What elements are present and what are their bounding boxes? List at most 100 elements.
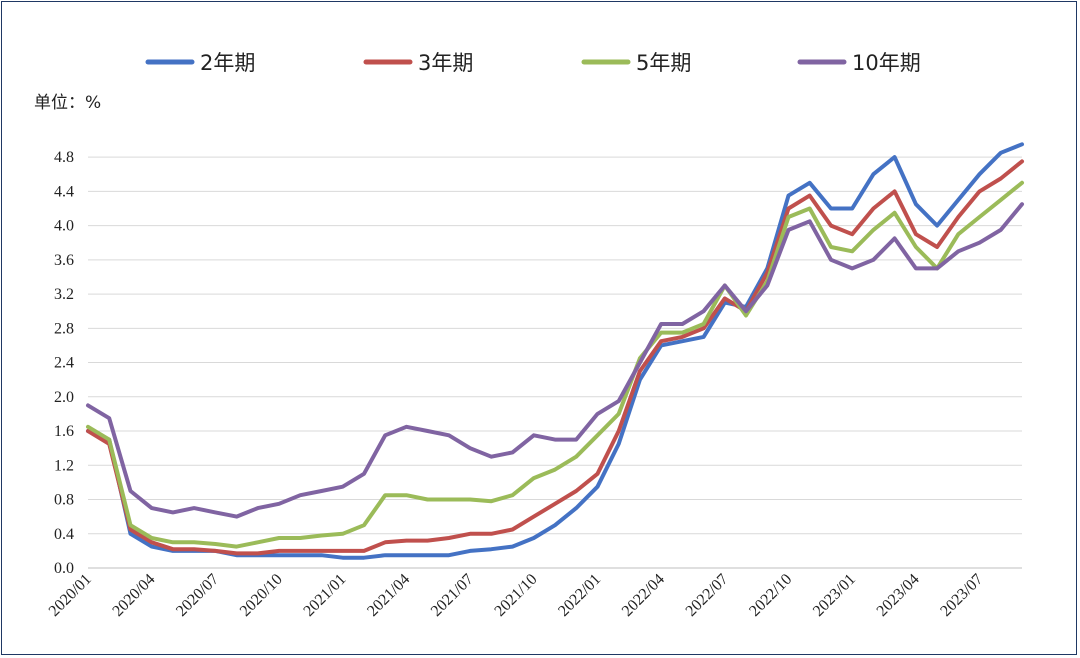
data-point — [532, 536, 536, 540]
data-point — [935, 224, 939, 228]
x-tick-label: 2020/04 — [109, 571, 158, 620]
data-point — [510, 493, 515, 497]
data-point — [489, 455, 493, 459]
data-point — [829, 224, 833, 228]
data-point — [86, 403, 90, 407]
data-point — [298, 493, 302, 497]
data-point — [319, 533, 324, 538]
data-point — [701, 322, 706, 326]
data-point — [383, 553, 387, 557]
data-point — [850, 266, 854, 270]
y-tick-label: 1.6 — [54, 423, 74, 440]
data-point — [574, 455, 578, 459]
data-point — [871, 206, 876, 211]
data-point — [723, 283, 727, 288]
data-point — [447, 536, 451, 540]
data-point — [383, 540, 387, 544]
data-point — [510, 450, 515, 455]
y-tick-label: 0.4 — [54, 526, 74, 543]
data-point — [617, 442, 621, 446]
data-point — [532, 433, 536, 437]
y-tick-label: 4.4 — [54, 183, 74, 200]
legend: 2年期 3年期 5年期 10年期 — [145, 51, 921, 75]
x-tick-label: 2021/04 — [364, 571, 413, 620]
data-point — [999, 228, 1003, 232]
data-point — [808, 181, 812, 185]
data-point — [935, 266, 939, 270]
data-point — [426, 539, 430, 543]
data-point — [638, 360, 642, 365]
data-point — [850, 232, 854, 236]
data-point — [128, 489, 133, 493]
data-point — [150, 545, 154, 549]
data-point — [595, 485, 600, 489]
x-axis-ticks: 2020/01 2020/04 2020/07 2020/10 2021/01 2021/… — [46, 571, 987, 620]
data-point — [468, 446, 472, 450]
data-point — [532, 476, 536, 480]
data-point — [680, 335, 684, 339]
data-point — [426, 497, 430, 502]
data-point — [277, 502, 281, 506]
data-point — [426, 429, 430, 433]
y-tick-label: 4.0 — [54, 218, 74, 235]
y-tick-label: 4.8 — [54, 149, 74, 166]
data-point — [553, 502, 557, 506]
data-point — [1020, 202, 1024, 206]
y-tick-label: 3.2 — [54, 286, 74, 303]
data-point — [171, 547, 175, 551]
data-point — [362, 472, 366, 476]
data-point — [956, 249, 960, 253]
data-point — [277, 553, 281, 557]
data-point — [956, 215, 960, 219]
data-point — [701, 309, 706, 313]
data-point — [362, 523, 366, 527]
data-point — [213, 542, 217, 546]
data-point — [404, 493, 409, 497]
data-point — [319, 549, 324, 553]
data-point — [447, 497, 451, 502]
unit-label: 单位：% — [34, 93, 101, 113]
data-point — [1020, 159, 1024, 163]
data-point — [362, 556, 366, 560]
data-point — [171, 510, 175, 514]
data-point — [319, 553, 324, 557]
legend-label: 10年期 — [852, 51, 921, 75]
data-point — [977, 172, 982, 176]
data-point — [234, 551, 239, 556]
data-point — [171, 540, 175, 544]
data-point — [404, 539, 409, 543]
x-tick-label: 2023/07 — [937, 571, 986, 620]
data-point — [744, 309, 748, 313]
data-point — [680, 339, 684, 343]
data-point — [468, 549, 472, 553]
data-point — [893, 155, 897, 159]
data-point — [617, 429, 621, 433]
data-point — [595, 412, 600, 416]
x-tick-label: 2023/04 — [874, 571, 923, 620]
data-point — [638, 369, 642, 373]
series-line-0 — [86, 142, 1024, 560]
data-point — [786, 228, 791, 232]
data-point — [850, 249, 854, 253]
data-point — [744, 313, 748, 318]
data-point — [574, 438, 578, 442]
series-lines — [86, 142, 1024, 560]
data-point — [234, 545, 239, 549]
data-point — [701, 335, 706, 339]
series-line-2 — [86, 180, 1024, 549]
data-point — [659, 331, 663, 335]
data-point — [510, 545, 515, 549]
y-tick-label: 0.8 — [54, 492, 74, 509]
x-tick-label: 2022/04 — [619, 571, 668, 620]
data-point — [192, 547, 196, 551]
data-point — [510, 527, 515, 532]
data-point — [341, 556, 345, 560]
data-point — [234, 515, 239, 519]
data-point — [128, 523, 133, 527]
data-point — [977, 241, 982, 245]
data-point — [914, 202, 918, 206]
data-point — [808, 206, 812, 211]
data-point — [150, 506, 154, 510]
data-point — [319, 489, 324, 493]
data-point — [404, 553, 409, 557]
